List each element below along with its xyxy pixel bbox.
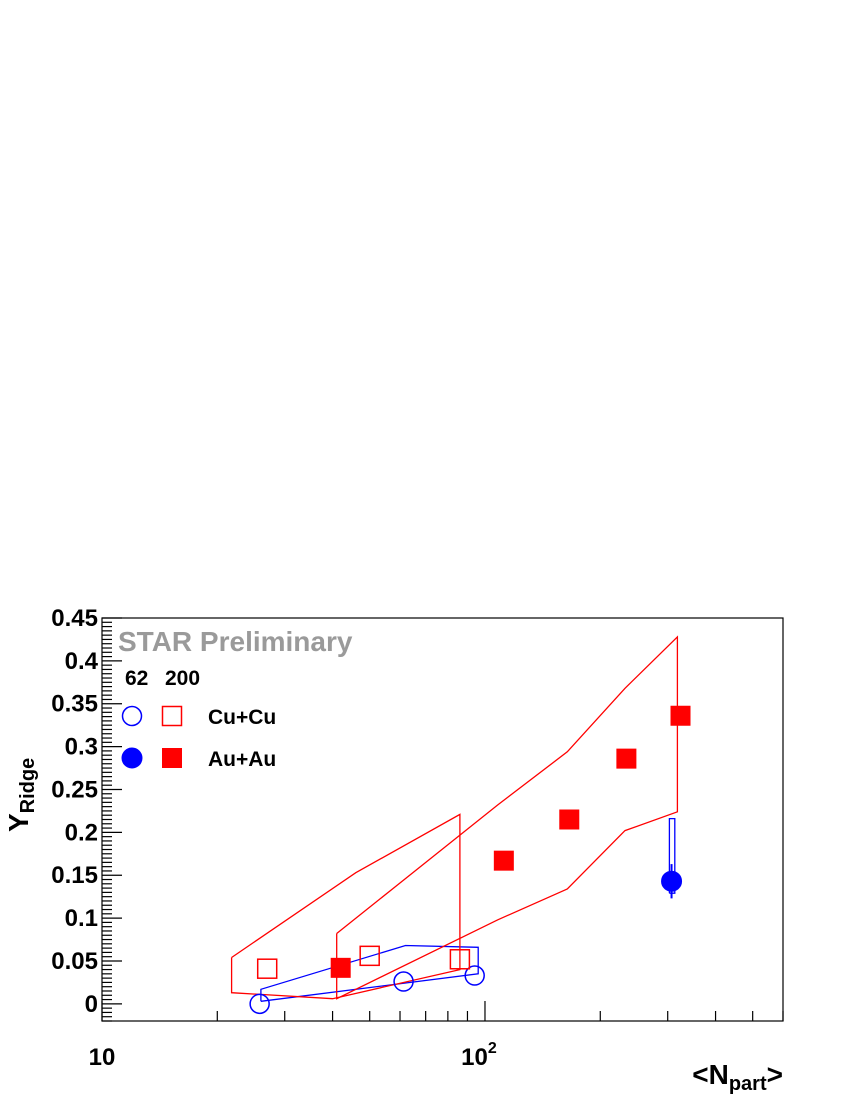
y-tick-label: 0 xyxy=(85,991,98,1018)
legend-header: 200 xyxy=(165,667,200,690)
y-tick-label: 0.35 xyxy=(51,691,98,718)
band-1 xyxy=(230,813,461,1000)
legend-marker xyxy=(121,747,143,769)
band-0 xyxy=(260,944,479,1002)
legend-header: 62 xyxy=(125,667,148,690)
data-markers xyxy=(249,705,691,1015)
point-2-0 xyxy=(661,870,683,892)
legend-marker xyxy=(162,748,182,768)
y-tick-label: 0.1 xyxy=(65,905,98,932)
y-axis-title-sub: Ridge xyxy=(17,758,39,814)
legend-marker xyxy=(161,705,183,727)
legend-label: Au+Au xyxy=(208,748,276,771)
y-axis-title: YRidge xyxy=(3,758,39,832)
y-tick-label: 0.45 xyxy=(51,605,98,632)
point-1-1 xyxy=(359,945,380,967)
x-tick-label: 102 xyxy=(461,1040,497,1071)
y-tick-label: 0.25 xyxy=(51,776,98,803)
y-tick-label: 0.3 xyxy=(65,734,98,761)
y-tick-label: 0.2 xyxy=(65,819,98,846)
point-3-3 xyxy=(616,748,637,769)
point-0-1 xyxy=(393,971,414,992)
point-3-4 xyxy=(670,705,691,726)
legend-marker xyxy=(121,705,143,727)
legend: 62 200 Cu+Cu Au+Au xyxy=(121,667,276,771)
x-tick-label-exponent: 2 xyxy=(488,1040,497,1057)
y-tick-label: 0.05 xyxy=(51,948,98,975)
x-tick-label: 10 xyxy=(89,1044,116,1071)
point-3-1 xyxy=(493,850,514,871)
band-3 xyxy=(336,635,679,1000)
band-2 xyxy=(668,817,676,894)
y-axis-title-main: Y xyxy=(3,813,34,832)
x-axis-title-main: <N xyxy=(692,1059,729,1090)
annotation-star-preliminary: STAR Preliminary xyxy=(118,626,353,657)
point-3-0 xyxy=(330,957,351,978)
y-tick-label: 0.4 xyxy=(65,648,99,675)
point-0-2 xyxy=(464,965,485,986)
legend-label: Cu+Cu xyxy=(208,706,276,729)
systematic-bands xyxy=(230,635,679,1002)
x-axis-title-end: > xyxy=(767,1059,783,1090)
x-tick-label-base: 10 xyxy=(461,1044,488,1071)
y-tick-label: 0.15 xyxy=(51,862,98,889)
point-0-0 xyxy=(249,993,270,1015)
x-axis-title-sub: part xyxy=(729,1073,767,1095)
x-axis-title: <Npart> xyxy=(692,1059,783,1095)
plot-frame xyxy=(101,617,784,1022)
point-1-0 xyxy=(256,958,278,979)
point-3-2 xyxy=(559,809,580,830)
axis-ticks xyxy=(101,617,784,1022)
point-1-2 xyxy=(449,949,471,970)
